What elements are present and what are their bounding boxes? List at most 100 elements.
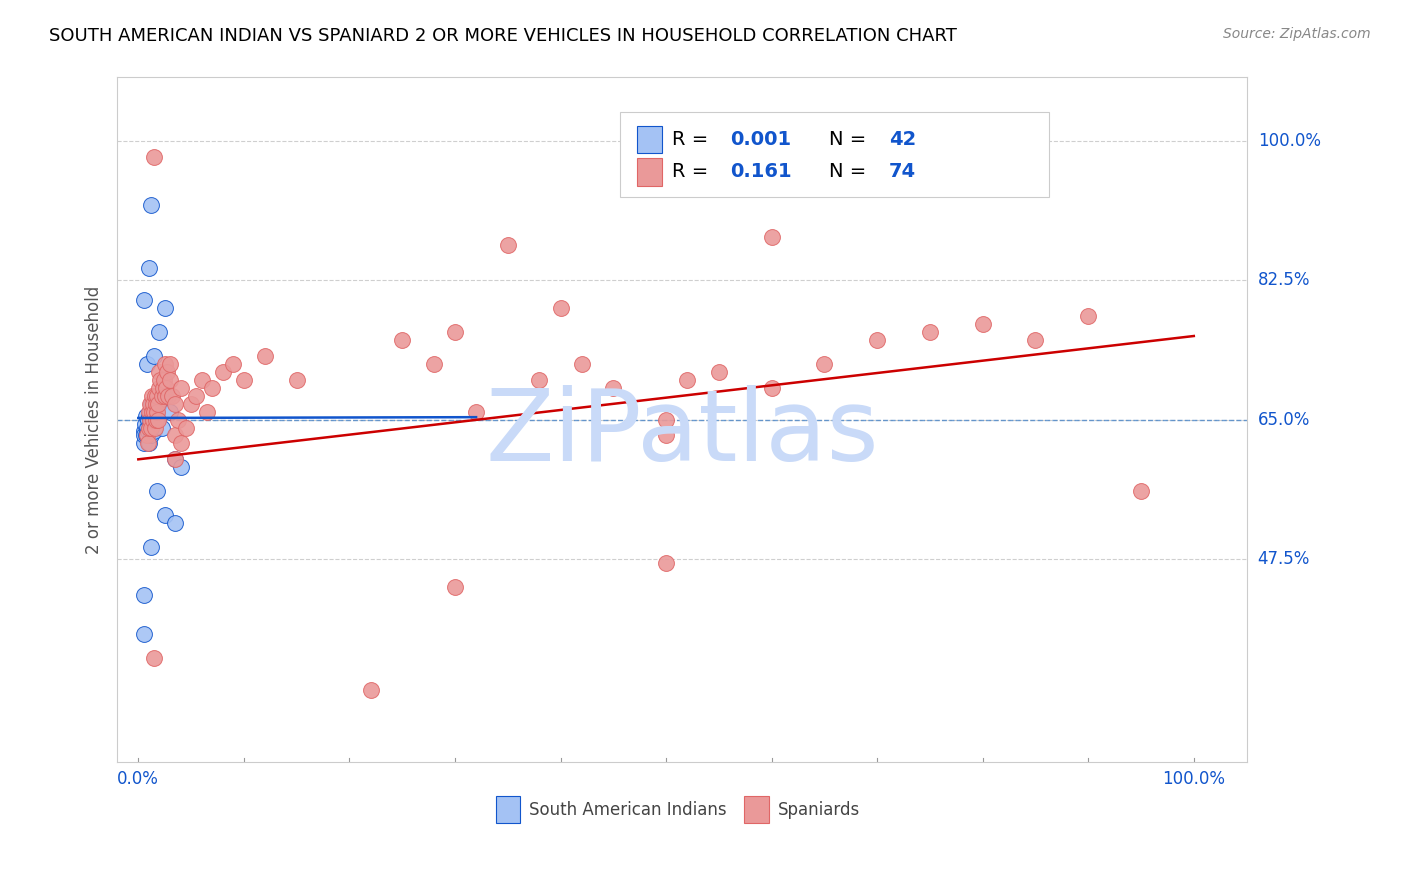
Point <box>135 357 157 371</box>
Point <box>143 420 166 434</box>
Text: 100.0%: 100.0% <box>1258 132 1320 150</box>
Point <box>201 381 224 395</box>
Point <box>139 417 162 431</box>
Text: Source: ZipAtlas.com: Source: ZipAtlas.com <box>1223 27 1371 41</box>
Text: R =: R = <box>672 130 714 149</box>
Point <box>148 325 170 339</box>
Point <box>150 389 173 403</box>
Point <box>153 389 176 403</box>
Point <box>165 452 187 467</box>
Point <box>134 417 156 431</box>
Text: South American Indians: South American Indians <box>530 800 727 819</box>
Point <box>655 428 678 442</box>
Point <box>143 651 166 665</box>
Point <box>149 373 172 387</box>
Point <box>148 412 170 426</box>
Point <box>761 381 783 395</box>
Point <box>139 540 162 554</box>
Point <box>138 261 160 276</box>
Text: SOUTH AMERICAN INDIAN VS SPANIARD 2 OR MORE VEHICLES IN HOUSEHOLD CORRELATION CH: SOUTH AMERICAN INDIAN VS SPANIARD 2 OR M… <box>49 27 957 45</box>
Point <box>136 425 159 439</box>
Point <box>190 373 212 387</box>
Point <box>529 373 551 387</box>
Text: ZiPatlas: ZiPatlas <box>485 384 879 482</box>
Point <box>165 397 187 411</box>
Point <box>152 381 174 395</box>
Point <box>143 150 166 164</box>
Point <box>195 404 218 418</box>
Point <box>153 301 176 315</box>
Text: 47.5%: 47.5% <box>1258 549 1310 568</box>
Point <box>761 229 783 244</box>
Text: 0.161: 0.161 <box>731 162 792 181</box>
Point <box>571 357 593 371</box>
Point <box>145 397 167 411</box>
Point <box>142 397 165 411</box>
Point <box>159 357 181 371</box>
Point <box>676 373 699 387</box>
Point <box>143 389 166 403</box>
Point <box>186 389 208 403</box>
Point <box>165 428 187 442</box>
Text: N =: N = <box>828 162 872 181</box>
Point <box>143 404 166 418</box>
Point <box>156 365 179 379</box>
FancyBboxPatch shape <box>495 796 520 823</box>
Point <box>813 357 835 371</box>
Point <box>135 428 157 442</box>
Point <box>156 389 179 403</box>
Point <box>496 237 519 252</box>
Point <box>972 317 994 331</box>
Point <box>148 365 170 379</box>
Point <box>253 349 276 363</box>
Point <box>1130 484 1153 499</box>
Point <box>146 409 169 423</box>
Text: N =: N = <box>828 130 872 149</box>
Text: 0.0%: 0.0% <box>117 770 159 788</box>
Point <box>866 333 889 347</box>
Point <box>222 357 245 371</box>
Point <box>391 333 413 347</box>
Point <box>1024 333 1046 347</box>
Point <box>139 412 162 426</box>
Point <box>143 425 166 439</box>
Text: Spaniards: Spaniards <box>778 800 860 819</box>
Point <box>169 460 191 475</box>
Point <box>602 381 624 395</box>
Point <box>141 412 163 426</box>
Point <box>465 404 488 418</box>
Point <box>167 412 190 426</box>
Point <box>138 420 160 434</box>
Point <box>143 420 166 434</box>
Point <box>139 198 162 212</box>
Point <box>146 484 169 499</box>
Point <box>165 516 187 530</box>
Point <box>146 389 169 403</box>
Point <box>139 397 162 411</box>
Point <box>655 556 678 570</box>
Text: 74: 74 <box>889 162 915 181</box>
Text: R =: R = <box>672 162 714 181</box>
Point <box>136 412 159 426</box>
Point <box>169 436 191 450</box>
Point <box>132 428 155 442</box>
Point <box>1077 309 1099 323</box>
Point <box>169 381 191 395</box>
Point <box>132 436 155 450</box>
Point <box>232 373 254 387</box>
Point <box>152 373 174 387</box>
Point <box>139 397 162 411</box>
Point <box>148 381 170 395</box>
Point <box>143 404 166 418</box>
Point <box>139 412 162 426</box>
Point <box>153 389 176 403</box>
Point <box>918 325 941 339</box>
Point <box>135 428 157 442</box>
Point <box>148 397 170 411</box>
Point <box>141 404 163 418</box>
Point <box>155 381 177 395</box>
Point <box>444 580 467 594</box>
Point <box>148 397 170 411</box>
Point <box>159 404 181 418</box>
FancyBboxPatch shape <box>620 112 1049 197</box>
